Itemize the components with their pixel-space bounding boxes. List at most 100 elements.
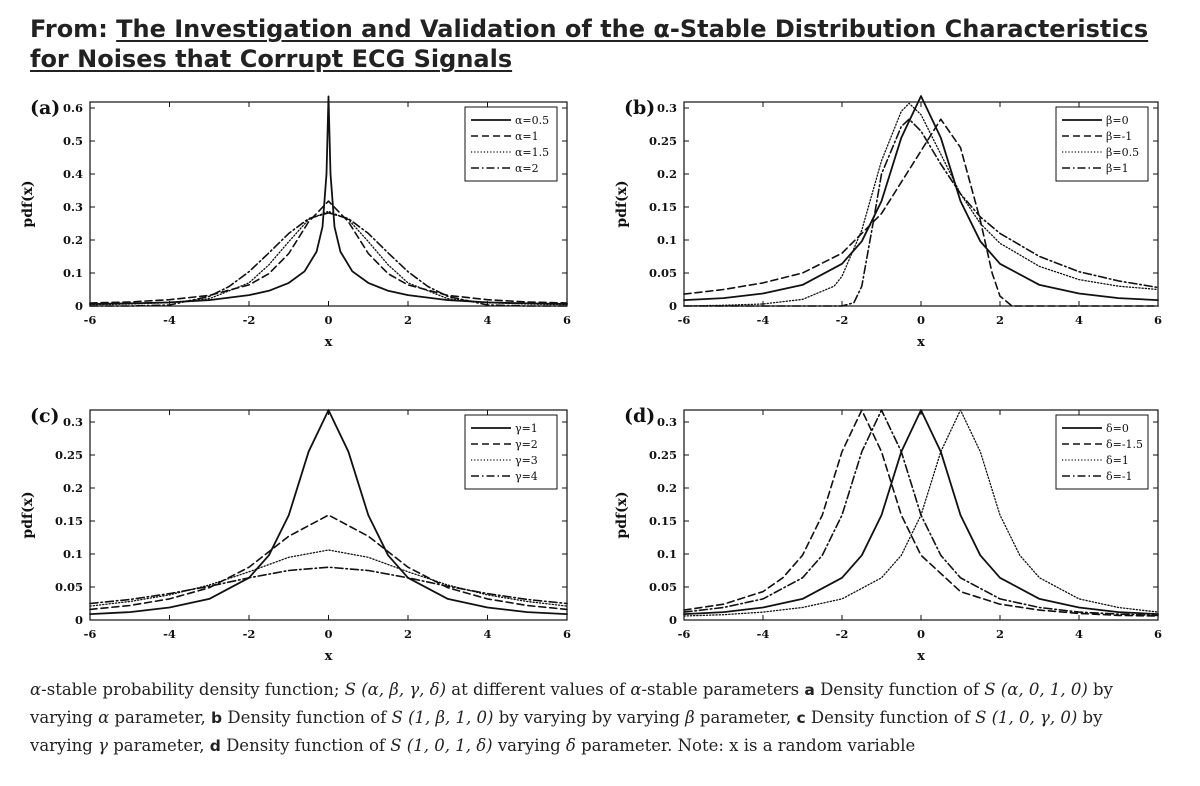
caption-part: parameter, <box>109 708 211 727</box>
legend-entry: δ=-1.5 <box>1106 438 1143 451</box>
y-tick-label: 0.15 <box>55 514 83 528</box>
x-tick-label: 2 <box>996 313 1004 327</box>
legend-entry: δ=-1 <box>1106 470 1133 483</box>
x-tick-label: 4 <box>1075 627 1083 641</box>
chart-panel: (a) pdf(x) x 0 0.1 0.2 0.3 0.4 0.5 0.6 -6 -4 -2 0 2 4 6 α… <box>20 95 571 350</box>
series-line <box>683 409 1159 617</box>
series-line <box>89 95 568 305</box>
legend-entry: α=1.5 <box>515 146 549 159</box>
panel-label: (c) <box>30 405 60 427</box>
caption-part: parameter, <box>694 708 797 727</box>
y-tick-label: 0.3 <box>657 101 677 115</box>
y-tick-label: 0.2 <box>63 481 83 495</box>
caption-part: at different values of <box>446 680 631 699</box>
series-line <box>683 118 1159 307</box>
y-tick-label: 0.2 <box>63 233 83 247</box>
caption-part: S (1, 0, γ, 0) <box>975 708 1078 727</box>
series-line <box>683 102 1159 307</box>
legend-entry: β=0 <box>1106 114 1129 127</box>
caption-part: parameter. Note: x is a random variable <box>575 736 916 755</box>
x-tick-label: -2 <box>836 627 849 641</box>
caption-part: γ <box>98 736 108 755</box>
x-tick-label: 2 <box>404 627 412 641</box>
caption-part: c <box>796 709 806 727</box>
y-tick-label: 0.25 <box>649 134 677 148</box>
series-line <box>89 409 568 615</box>
x-tick-label: -6 <box>678 313 691 327</box>
legend: β=0 β=-1 β=0.5 β=1 <box>1055 106 1149 182</box>
caption-part: Density function of <box>814 680 985 699</box>
x-tick-label: 4 <box>1075 313 1083 327</box>
x-tick-label: 6 <box>1154 313 1162 327</box>
x-axis-label: x <box>917 649 925 664</box>
caption-part: S (1, β, 1, 0) <box>391 708 494 727</box>
x-tick-label: 6 <box>1154 627 1162 641</box>
caption-part: β <box>685 708 695 727</box>
legend-entry: β=1 <box>1106 162 1129 175</box>
series-line <box>89 549 568 607</box>
series-line <box>89 566 568 605</box>
x-tick-label: 0 <box>324 627 332 641</box>
figure-caption: α-stable probability density function; S… <box>30 676 1170 760</box>
x-tick-label: 6 <box>563 627 571 641</box>
y-tick-label: 0.1 <box>63 547 83 561</box>
x-tick-label: -4 <box>163 313 176 327</box>
x-axis-label: x <box>917 335 925 350</box>
panel-label: (a) <box>30 97 60 119</box>
caption-part: d <box>209 737 221 755</box>
legend: δ=0 δ=-1.5 δ=1 δ=-1 <box>1055 414 1149 490</box>
legend-entry: α=2 <box>515 162 539 175</box>
y-tick-label: 0.5 <box>63 134 83 148</box>
x-axis-label: x <box>325 335 333 350</box>
caption-part: by varying by varying <box>493 708 686 727</box>
y-tick-label: 0.25 <box>649 448 677 462</box>
x-tick-label: -2 <box>243 627 256 641</box>
y-tick-label: 0.1 <box>657 547 677 561</box>
caption-part: by varying <box>30 708 1103 755</box>
y-tick-label: 0.05 <box>55 580 83 594</box>
caption-part: b <box>211 709 223 727</box>
y-axis-label: pdf(x) <box>614 491 630 538</box>
y-tick-label: 0.1 <box>63 266 83 280</box>
series-line <box>89 210 568 306</box>
series-line <box>683 409 1159 615</box>
panel-label: (b) <box>624 97 655 119</box>
y-tick-label: 0.2 <box>657 167 677 181</box>
title-prefix: From: <box>30 15 117 43</box>
legend-entry: α=1 <box>515 130 539 143</box>
y-tick-label: 0.4 <box>63 167 83 181</box>
panel-label: (d) <box>624 405 655 427</box>
chart-panel: (c) pdf(x) x 0 0.05 0.1 0.15 0.2 0.25 0.3 -6 -4 -2 0 2… <box>20 405 571 664</box>
legend-entry: γ=3 <box>515 454 538 467</box>
legend-entry: α=0.5 <box>515 114 549 127</box>
legend-entry: γ=2 <box>515 438 538 451</box>
x-tick-label: -4 <box>757 313 770 327</box>
y-tick-label: 0.3 <box>657 415 677 429</box>
y-tick-label: 0.05 <box>649 266 677 280</box>
legend-box <box>464 414 558 490</box>
caption-part: by varying <box>30 680 1113 727</box>
x-tick-label: -6 <box>84 313 97 327</box>
y-tick-label: 0.15 <box>649 200 677 214</box>
y-tick-label: 0.05 <box>649 580 677 594</box>
legend-entry: β=0.5 <box>1106 146 1139 159</box>
y-tick-label: 0 <box>75 299 83 313</box>
caption-part: Density function of <box>220 736 391 755</box>
series-line <box>683 409 1159 617</box>
caption-part: α <box>98 708 110 727</box>
x-tick-label: 2 <box>404 313 412 327</box>
legend: α=0.5 α=1 α=1.5 α=2 <box>464 106 558 182</box>
y-tick-label: 0.3 <box>63 415 83 429</box>
x-tick-label: -4 <box>757 627 770 641</box>
y-axis-label: pdf(x) <box>20 180 36 227</box>
series-line <box>683 118 1159 307</box>
series-line <box>89 200 568 304</box>
legend-entry: γ=4 <box>515 470 538 483</box>
caption-part: S (α, β, γ, δ) <box>344 680 447 699</box>
legend: γ=1 γ=2 γ=3 γ=4 <box>464 414 558 490</box>
y-tick-label: 0 <box>75 613 83 627</box>
caption-part: S (1, 0, 1, δ) <box>390 736 493 755</box>
article-title-link[interactable]: The Investigation and Validation of the … <box>30 15 1149 73</box>
x-tick-label: 6 <box>563 313 571 327</box>
x-axis-label: x <box>325 649 333 664</box>
